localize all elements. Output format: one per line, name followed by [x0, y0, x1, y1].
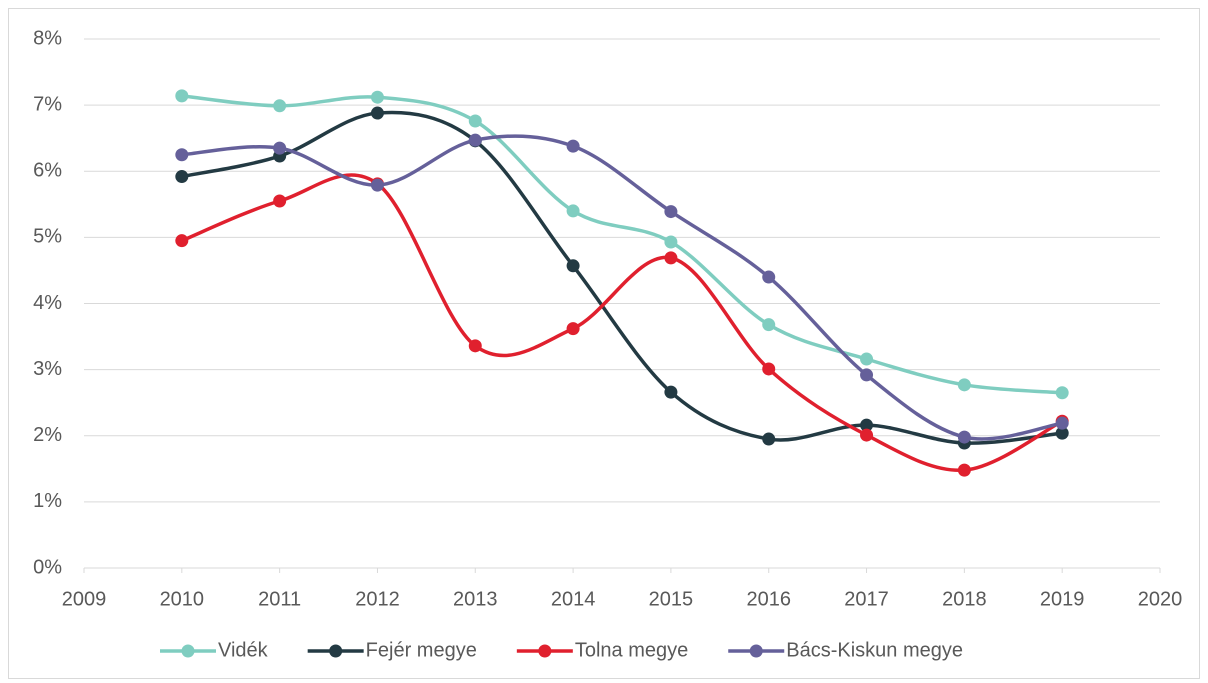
data-point — [664, 205, 678, 219]
legend-label: Fejér megye — [366, 639, 477, 661]
x-tick-label: 2015 — [649, 588, 694, 610]
data-point — [762, 362, 776, 376]
data-point — [370, 178, 384, 192]
y-tick-label: 1% — [33, 490, 62, 512]
data-point — [175, 148, 189, 162]
y-tick-label: 0% — [33, 556, 62, 578]
data-point — [762, 318, 776, 332]
data-point — [175, 89, 189, 103]
data-point — [468, 339, 482, 353]
y-tick-label: 4% — [33, 292, 62, 314]
x-tick-label: 2011 — [258, 588, 301, 610]
x-tick-label: 2010 — [160, 588, 205, 610]
series-line — [181, 134, 1063, 441]
data-point — [1055, 416, 1069, 430]
data-point — [860, 418, 874, 432]
y-tick-label: 3% — [33, 358, 62, 380]
x-tick-label: 2016 — [746, 588, 791, 610]
data-point — [762, 432, 776, 446]
data-point — [370, 90, 384, 104]
data-point — [860, 428, 874, 442]
x-tick-label: 2013 — [453, 588, 498, 610]
data-point — [957, 378, 971, 392]
data-point — [957, 430, 971, 444]
y-tick-label: 8% — [33, 27, 62, 49]
data-point — [957, 463, 971, 477]
x-tick-label: 2014 — [551, 588, 596, 610]
legend-marker — [538, 644, 552, 658]
series-line — [181, 110, 1063, 445]
data-point — [664, 251, 678, 265]
data-point — [762, 270, 776, 284]
legend-marker — [749, 644, 763, 658]
data-point — [1055, 426, 1069, 440]
x-tick-label: 2018 — [942, 588, 987, 610]
data-point — [273, 194, 287, 208]
x-tick-label: 2012 — [355, 588, 400, 610]
x-tick-label: 2017 — [844, 588, 889, 610]
data-point — [468, 114, 482, 128]
series-line — [181, 94, 1063, 395]
y-tick-label: 5% — [33, 226, 62, 248]
data-point — [664, 385, 678, 399]
chart-frame — [8, 8, 1200, 679]
data-point — [370, 106, 384, 120]
data-point — [468, 133, 482, 147]
data-point — [273, 141, 287, 155]
y-tick-label: 7% — [33, 93, 62, 115]
data-point — [175, 234, 189, 248]
data-point — [566, 139, 580, 153]
y-tick-label: 6% — [33, 160, 62, 182]
data-point — [860, 352, 874, 366]
data-point — [273, 99, 287, 113]
data-point — [664, 235, 678, 249]
x-tick-label: 2009 — [62, 588, 107, 610]
legend-label: Vidék — [218, 639, 269, 661]
legend-label: Bács-Kiskun megye — [786, 639, 963, 661]
legend-marker — [329, 644, 343, 658]
data-point — [566, 322, 580, 336]
data-point — [860, 368, 874, 382]
data-point — [175, 170, 189, 184]
data-point — [566, 204, 580, 218]
data-point — [566, 259, 580, 273]
legend-marker — [181, 644, 195, 658]
data-point — [1055, 386, 1069, 400]
y-tick-label: 2% — [33, 424, 62, 446]
legend-label: Tolna megye — [575, 639, 688, 661]
x-tick-label: 2019 — [1040, 588, 1085, 610]
x-tick-label: 2020 — [1138, 588, 1183, 610]
series-line — [181, 173, 1063, 472]
